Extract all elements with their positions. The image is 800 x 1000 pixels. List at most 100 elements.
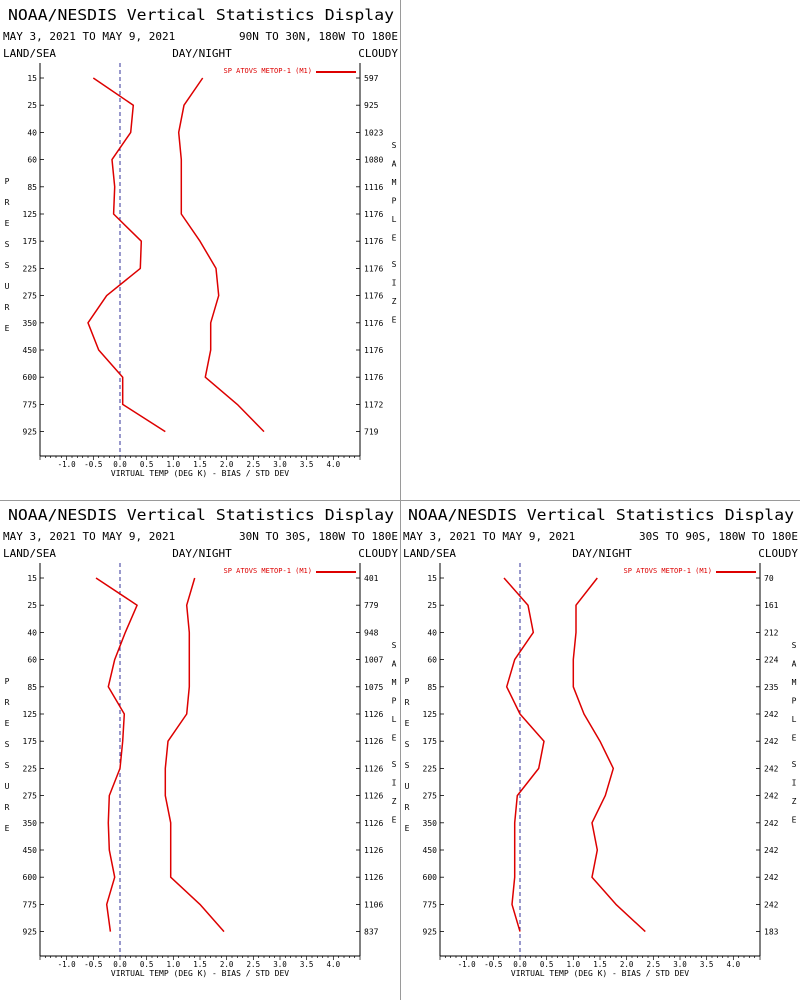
sample-size-letter: L — [392, 715, 397, 724]
pressure-level-label: 175 — [23, 237, 38, 246]
sample-size-value: 161 — [764, 601, 779, 610]
pressure-level-label: 275 — [23, 792, 38, 801]
pressure-level-label: 40 — [27, 128, 37, 137]
sample-size-value: 1116 — [364, 183, 383, 192]
x-tick-label: 2.5 — [247, 960, 261, 969]
region-label: 30N TO 30S, 180W TO 180E — [239, 530, 398, 543]
sample-size-letter: S — [792, 641, 797, 650]
stats-panel-2 — [400, 0, 800, 500]
sample-size-value: 1176 — [364, 319, 383, 328]
x-tick-label: 3.0 — [673, 960, 687, 969]
panel-title: NOAA/NESDIS Vertical Statistics Display — [8, 6, 394, 24]
date-range: MAY 3, 2021 TO MAY 9, 2021 — [3, 530, 175, 543]
x-tick-label: -1.0 — [58, 460, 77, 469]
pressure-level-label: 450 — [423, 846, 438, 855]
pressure-level-label: 25 — [27, 101, 37, 110]
pressure-level-label: 60 — [27, 156, 37, 165]
pressure-letter: R — [5, 698, 10, 707]
pressure-letter: E — [405, 719, 410, 728]
pressure-level-label: 225 — [23, 764, 38, 773]
sample-size-value: 235 — [764, 683, 779, 692]
legend-label: SP ATOVS METOP-1 (M1) — [223, 567, 312, 575]
pressure-level-label: 15 — [27, 574, 37, 583]
x-tick-label: 3.0 — [273, 960, 287, 969]
sample-size-value: 1106 — [364, 900, 383, 909]
sample-size-value: 1023 — [364, 128, 383, 137]
x-tick-label: 1.5 — [193, 460, 207, 469]
x-tick-label: 1.0 — [167, 960, 181, 969]
x-tick-label: 0.5 — [140, 960, 154, 969]
x-tick-label: 3.5 — [300, 960, 314, 969]
pressure-letter: E — [405, 824, 410, 833]
sample-size-value: 242 — [764, 764, 779, 773]
pressure-level-label: 175 — [23, 737, 38, 746]
pressure-letter: S — [5, 261, 10, 270]
pressure-level-label: 125 — [23, 710, 38, 719]
sample-size-letter: Z — [392, 797, 397, 806]
pressure-letter: S — [5, 740, 10, 749]
pressure-level-label: 85 — [27, 683, 37, 692]
pressure-level-label: 600 — [423, 873, 438, 882]
series-line-bias — [87, 77, 166, 433]
sample-size-letter: A — [792, 660, 797, 669]
sample-size-value: 242 — [764, 873, 779, 882]
sample-size-letter: I — [792, 779, 797, 788]
sample-size-value: 719 — [364, 428, 379, 437]
date-range: MAY 3, 2021 TO MAY 9, 2021 — [3, 30, 175, 43]
series-line-std-dev — [177, 77, 265, 433]
pressure-level-label: 85 — [427, 683, 437, 692]
pressure-letter: R — [405, 803, 410, 812]
sample-size-value: 1126 — [364, 764, 383, 773]
series-line-std-dev — [572, 577, 646, 933]
stats-chart: NOAA/NESDIS Vertical Statistics Display M… — [403, 506, 798, 978]
cloudy-label: CLOUDY — [358, 547, 398, 560]
pressure-level-label: 925 — [23, 928, 38, 937]
panel-title: NOAA/NESDIS Vertical Statistics Display — [8, 506, 394, 524]
pressure-level-label: 125 — [423, 710, 438, 719]
x-tick-label: 0.5 — [540, 960, 554, 969]
sample-size-value: 1176 — [364, 237, 383, 246]
pressure-level-label: 275 — [23, 292, 38, 301]
pressure-letter: E — [5, 219, 10, 228]
pressure-letter: S — [405, 740, 410, 749]
pressure-level-label: 275 — [423, 792, 438, 801]
x-tick-label: -1.0 — [58, 960, 77, 969]
land-sea-label: LAND/SEA — [403, 547, 456, 560]
pressure-level-label: 175 — [423, 737, 438, 746]
series-line-bias — [503, 577, 545, 932]
region-label: 90N TO 30N, 180W TO 180E — [239, 30, 398, 43]
land-sea-label: LAND/SEA — [3, 547, 56, 560]
pressure-level-label: 925 — [23, 428, 38, 437]
x-tick-label: -0.5 — [84, 460, 102, 469]
sample-size-letter: L — [392, 215, 397, 224]
date-range: MAY 3, 2021 TO MAY 9, 2021 — [403, 530, 575, 543]
pressure-level-label: 25 — [427, 601, 437, 610]
sample-size-value: 1007 — [364, 656, 383, 665]
sample-size-letter: E — [392, 816, 397, 825]
x-tick-label: 2.0 — [220, 460, 234, 469]
pressure-letter: R — [5, 803, 10, 812]
sample-size-value: 1176 — [364, 292, 383, 301]
pressure-level-label: 450 — [23, 846, 38, 855]
x-tick-label: 0.5 — [140, 460, 154, 469]
sample-size-value: 1172 — [364, 400, 383, 409]
sample-size-value: 597 — [364, 74, 379, 83]
sample-size-value: 948 — [364, 628, 379, 637]
sample-size-value: 1126 — [364, 819, 383, 828]
pressure-letter: E — [5, 824, 10, 833]
sample-size-value: 70 — [764, 574, 774, 583]
x-tick-label: -0.5 — [84, 960, 102, 969]
sample-size-letter: S — [792, 760, 797, 769]
panel-divider-horizontal — [0, 500, 800, 501]
pressure-letter: P — [5, 677, 10, 686]
pressure-level-label: 225 — [423, 764, 438, 773]
sample-size-letter: S — [392, 260, 397, 269]
sample-size-letter: Z — [392, 297, 397, 306]
pressure-letter: R — [405, 698, 410, 707]
sample-size-value: 1080 — [364, 156, 383, 165]
sample-size-letter: P — [792, 697, 797, 706]
sample-size-letter: M — [792, 678, 797, 687]
x-tick-label: 1.0 — [167, 460, 181, 469]
pressure-letter: U — [5, 282, 10, 291]
x-tick-label: 2.0 — [620, 960, 634, 969]
